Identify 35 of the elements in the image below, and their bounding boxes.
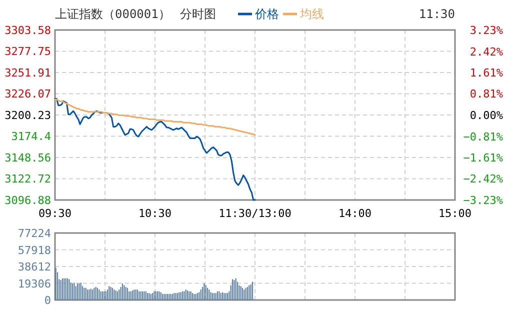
y-tick-label: 3096.88 xyxy=(4,194,51,207)
line-series xyxy=(54,98,256,136)
y2-tick-label: 2.42% xyxy=(470,45,504,58)
y2-tick-label: −2.42% xyxy=(463,172,504,186)
y-tick-label: 3122.72 xyxy=(4,172,51,186)
y-tick-label: 3174.4 xyxy=(11,130,52,144)
y-tick-label: 3226.07 xyxy=(4,88,51,101)
x-tick-label: 15:00 xyxy=(438,207,472,220)
chart-subtitle: 分时图 xyxy=(180,7,216,21)
y-tick-label: 3303.58 xyxy=(4,24,51,37)
y-tick-label: 57918 xyxy=(18,244,51,257)
y2-tick-label: 0.81% xyxy=(470,88,504,101)
y2-tick-label: −1.61% xyxy=(463,151,504,164)
y2-tick-label: 1.61% xyxy=(470,66,504,80)
y-tick-label: 3277.75 xyxy=(4,45,51,58)
legend-label: 均线 xyxy=(299,7,324,21)
y-tick-label: 19306 xyxy=(18,277,51,290)
y2-tick-label: −0.81% xyxy=(463,130,504,144)
y-tick-label: 3251.91 xyxy=(4,66,51,80)
text: 11:30 xyxy=(418,7,455,21)
y-tick-label: 38612 xyxy=(18,260,51,274)
x-tick-label: 14:00 xyxy=(338,207,372,220)
y2-tick-label: 0.00% xyxy=(470,109,504,122)
y-tick-label: 3200.23 xyxy=(4,109,51,122)
line-series xyxy=(54,98,256,201)
y-tick-label: 0 xyxy=(44,294,51,307)
x-tick-label: 11:30/13:00 xyxy=(218,207,292,220)
x-tick-label: 10:30 xyxy=(138,207,172,220)
y-tick-label: 77224 xyxy=(18,227,52,240)
x-tick-label: 09:30 xyxy=(38,207,72,220)
chart-title: 上证指数（000001） xyxy=(55,7,170,21)
y-tick-label: 3148.56 xyxy=(4,151,51,164)
legend-label: 价格 xyxy=(254,7,279,21)
y2-tick-label: 3.23% xyxy=(470,24,504,37)
y2-tick-label: −3.23% xyxy=(463,194,504,207)
